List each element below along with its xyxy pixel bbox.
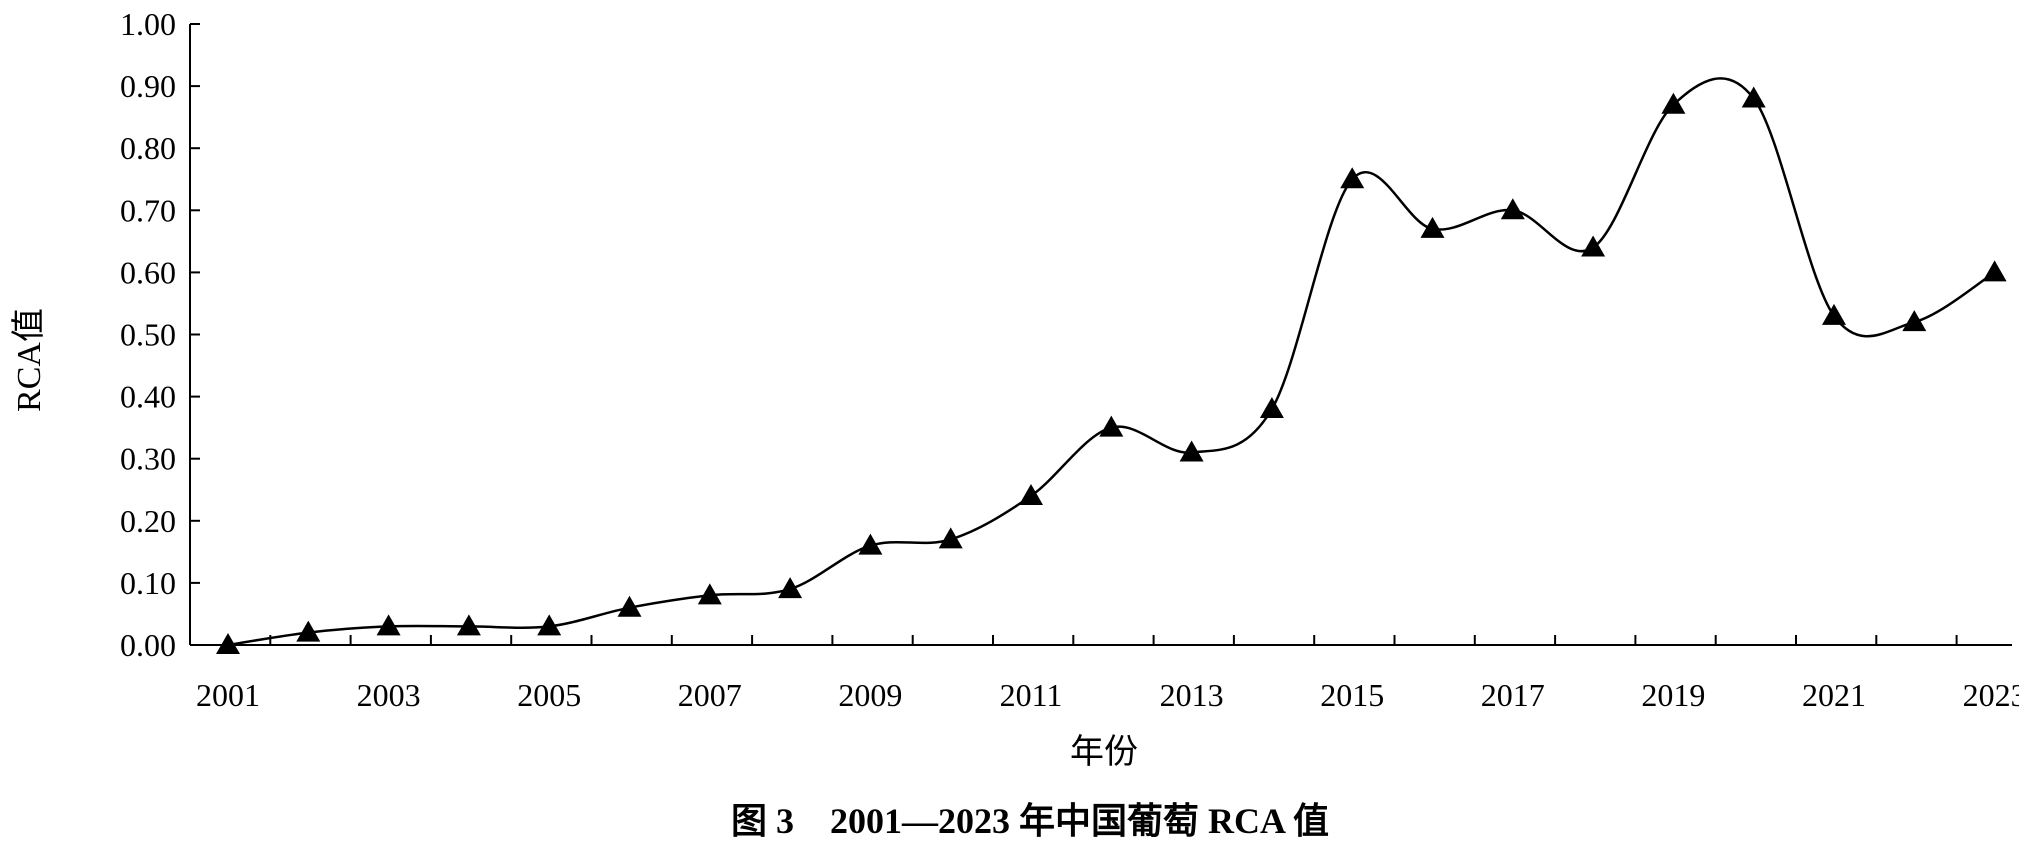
y-tick-label: 0.90: [120, 68, 176, 104]
data-point-marker: [456, 614, 481, 636]
data-point-marker: [1822, 303, 1846, 325]
x-tick-label: 2013: [1160, 677, 1224, 713]
x-axis-ticks: 2001 2003 2005 2007 2009 2011 2013 2015 2017 2019…: [189, 635, 2019, 713]
y-tick-label: 0.70: [120, 192, 176, 228]
data-point-marker: [1902, 310, 1927, 332]
y-tick-label: 0.50: [120, 317, 176, 353]
data-point-marker: [1179, 440, 1204, 462]
data-point-marker: [216, 633, 240, 654]
x-tick-label: 2021: [1802, 677, 1866, 713]
y-tick-label: 0.00: [120, 627, 176, 663]
y-tick-label: 1.00: [120, 6, 176, 42]
data-point-marker: [296, 620, 321, 642]
figure-caption: 图 3 2001—2023 年中国葡萄 RCA 值: [731, 801, 1329, 841]
x-tick-label: 2019: [1641, 677, 1705, 713]
data-point-marker: [1500, 198, 1525, 220]
y-tick-label: 0.20: [120, 503, 176, 539]
x-tick-label: 2015: [1320, 677, 1384, 713]
y-tick-label: 0.30: [120, 441, 176, 477]
series-markers: [216, 86, 2007, 654]
axes: [189, 24, 2012, 646]
x-tick-label: 2023: [1963, 677, 2019, 713]
data-point-marker: [1661, 92, 1686, 114]
data-point-marker: [1420, 216, 1445, 238]
data-point-marker: [1099, 415, 1124, 437]
data-point-marker: [1259, 397, 1284, 419]
x-tick-label: 2009: [838, 677, 902, 713]
data-point-marker: [1019, 483, 1043, 505]
y-tick-label: 0.40: [120, 379, 176, 415]
x-tick-label: 2017: [1481, 677, 1545, 713]
data-point-marker: [1340, 167, 1365, 189]
data-point-marker: [617, 595, 642, 617]
y-tick-label: 0.10: [120, 565, 176, 601]
data-point-marker: [778, 577, 803, 599]
y-tick-label: 0.80: [120, 130, 176, 166]
series-line: [227, 77, 1996, 647]
data-point-marker: [376, 614, 401, 636]
data-point-marker: [1741, 86, 1766, 108]
data-point-marker: [858, 533, 883, 555]
x-tick-label: 2011: [1000, 677, 1063, 713]
data-point-marker: [938, 527, 963, 549]
data-point-marker: [697, 583, 722, 605]
x-tick-label: 2005: [517, 677, 581, 713]
x-axis-title: 年份: [1070, 733, 1138, 771]
x-tick-label: 2001: [196, 677, 260, 713]
y-tick-label: 0.60: [120, 254, 176, 290]
y-axis-ticks: 0.00 0.10 0.20 0.30 0.40 0.50 0.60 0.70 0.80 0.90…: [120, 6, 200, 663]
data-point-marker: [1581, 235, 1606, 257]
x-tick-label: 2007: [678, 677, 742, 713]
data-point-marker: [1982, 260, 2007, 282]
y-axis-title: RCA值: [10, 308, 48, 412]
x-tick-label: 2003: [357, 677, 421, 713]
data-point-marker: [537, 614, 562, 636]
